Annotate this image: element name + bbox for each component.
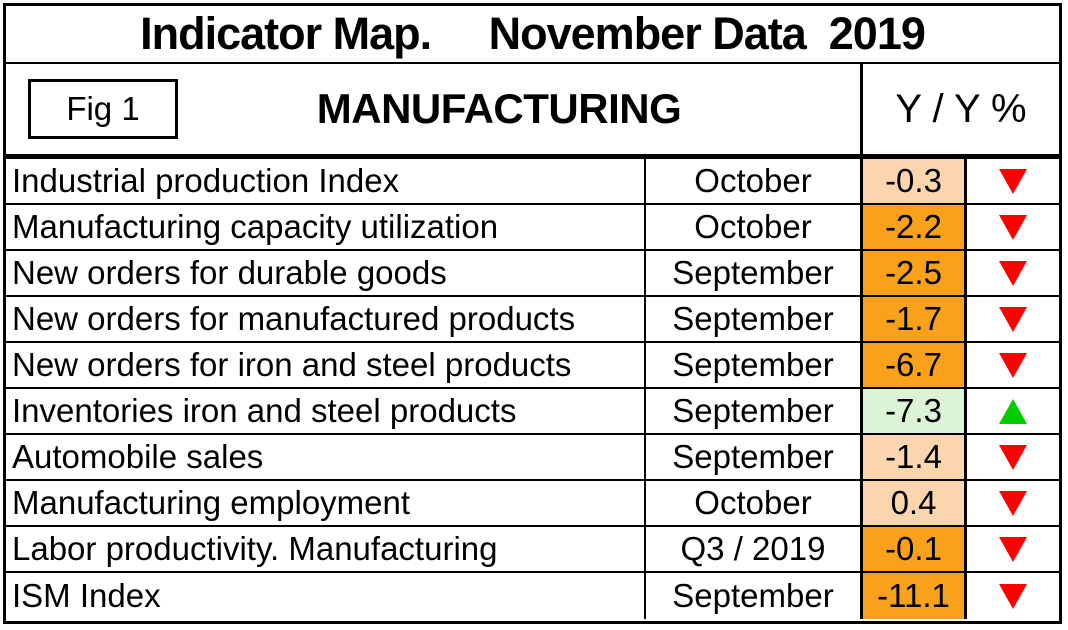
trend-down-icon	[999, 352, 1027, 378]
table-row: New orders for manufactured products Sept…	[6, 297, 1059, 343]
table-row: New orders for durable goods September -2.…	[6, 251, 1059, 297]
value-cell: 0.4	[863, 481, 967, 525]
trend-cell	[967, 481, 1059, 525]
value-cell: -6.7	[863, 343, 967, 387]
indicator-cell: Automobile sales	[6, 435, 646, 479]
indicator-cell: Labor productivity. Manufacturing	[6, 527, 646, 571]
period-cell: September	[646, 435, 863, 479]
trend-cell	[967, 573, 1059, 619]
value-cell: -11.1	[863, 573, 967, 619]
value-cell: -1.7	[863, 297, 967, 341]
period-cell: September	[646, 297, 863, 341]
trend-down-icon	[999, 490, 1027, 516]
trend-down-icon	[999, 306, 1027, 332]
period-cell: September	[646, 573, 863, 619]
indicator-cell: New orders for manufactured products	[6, 297, 646, 341]
trend-cell	[967, 205, 1059, 249]
period-cell: September	[646, 251, 863, 295]
table-row: Labor productivity. Manufacturing Q3 / 20…	[6, 527, 1059, 573]
trend-down-icon	[999, 260, 1027, 286]
indicator-cell: New orders for iron and steel products	[6, 343, 646, 387]
value-cell: -0.3	[863, 159, 967, 203]
trend-cell	[967, 527, 1059, 571]
indicator-cell: Industrial production Index	[6, 159, 646, 203]
value-cell: -2.5	[863, 251, 967, 295]
section-header-left: Fig 1 MANUFACTURING	[6, 64, 863, 154]
trend-down-icon	[999, 214, 1027, 240]
indicator-cell: Inventories iron and steel products	[6, 389, 646, 433]
value-cell: -7.3	[863, 389, 967, 433]
period-cell: October	[646, 481, 863, 525]
figure-title: Indicator Map. November Data 2019	[6, 6, 1059, 64]
period-cell: September	[646, 343, 863, 387]
period-cell: Q3 / 2019	[646, 527, 863, 571]
indicator-map-figure: Indicator Map. November Data 2019 Fig 1 …	[3, 3, 1062, 624]
indicator-cell: Manufacturing employment	[6, 481, 646, 525]
value-cell: -0.1	[863, 527, 967, 571]
table-body: Industrial production Index October -0.3 Ma…	[6, 159, 1059, 621]
table-row: Manufacturing capacity utilization Octobe…	[6, 205, 1059, 251]
period-cell: September	[646, 389, 863, 433]
indicator-cell: Manufacturing capacity utilization	[6, 205, 646, 249]
table-row: ISM Index September -11.1	[6, 573, 1059, 619]
trend-cell	[967, 343, 1059, 387]
section-header-row: Fig 1 MANUFACTURING Y / Y %	[6, 64, 1059, 159]
period-cell: October	[646, 205, 863, 249]
trend-cell	[967, 297, 1059, 341]
value-cell: -1.4	[863, 435, 967, 479]
trend-up-icon	[999, 398, 1027, 424]
figure-number-box: Fig 1	[28, 79, 178, 139]
trend-cell	[967, 159, 1059, 203]
trend-down-icon	[999, 583, 1027, 609]
table-row: Manufacturing employment October 0.4	[6, 481, 1059, 527]
period-cell: October	[646, 159, 863, 203]
trend-cell	[967, 435, 1059, 479]
indicator-cell: New orders for durable goods	[6, 251, 646, 295]
table-row: Inventories iron and steel products Septe…	[6, 389, 1059, 435]
table-row: Automobile sales September -1.4	[6, 435, 1059, 481]
table-row: New orders for iron and steel products Se…	[6, 343, 1059, 389]
value-column-header: Y / Y %	[895, 86, 1027, 131]
trend-cell	[967, 389, 1059, 433]
trend-cell	[967, 251, 1059, 295]
trend-down-icon	[999, 536, 1027, 562]
value-cell: -2.2	[863, 205, 967, 249]
indicator-cell: ISM Index	[6, 573, 646, 619]
table-row: Industrial production Index October -0.3	[6, 159, 1059, 205]
section-title: MANUFACTURING	[316, 85, 682, 132]
trend-down-icon	[999, 444, 1027, 470]
trend-down-icon	[999, 168, 1027, 194]
